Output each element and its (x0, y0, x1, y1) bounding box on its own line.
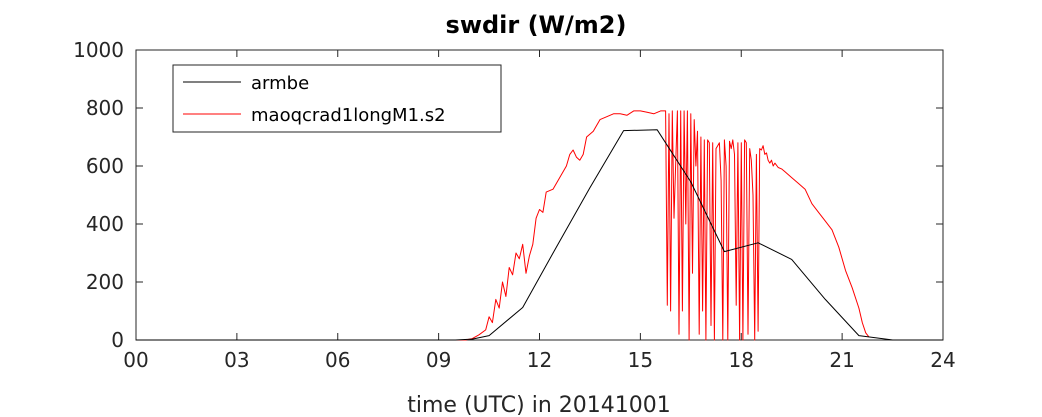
x-tick-label: 21 (829, 348, 854, 372)
x-tick-label: 06 (325, 348, 350, 372)
series-line-maoqcrad1longm1-s2 (136, 110, 870, 341)
y-axis: 0 200 400 600 800 1000 (73, 38, 943, 352)
x-axis-label: time (UTC) in 20141001 (407, 393, 671, 417)
chart-title: swdir (W/m2) (446, 11, 627, 39)
series-layer (136, 110, 943, 341)
x-tick-label: 09 (426, 348, 451, 372)
legend-label-maoqcrad: maoqcrad1longM1.s2 (251, 105, 446, 126)
legend: armbe maoqcrad1longM1.s2 (172, 64, 502, 133)
y-tick-label: 800 (86, 96, 124, 120)
x-tick-label: 00 (123, 348, 148, 372)
x-tick-label: 18 (729, 348, 754, 372)
x-axis: 00 03 06 09 12 15 18 21 24 (123, 50, 956, 372)
series-line-armbe (136, 129, 943, 341)
legend-label-armbe: armbe (251, 73, 309, 94)
y-tick-label: 600 (86, 154, 124, 178)
y-tick-label: 200 (86, 270, 124, 294)
y-tick-label: 400 (86, 212, 124, 236)
x-tick-label: 15 (628, 348, 653, 372)
x-tick-label: 12 (527, 348, 552, 372)
x-tick-label: 24 (930, 348, 955, 372)
legend-box (172, 64, 502, 133)
y-tick-label: 0 (111, 328, 124, 352)
y-tick-label: 1000 (73, 38, 124, 62)
x-tick-label: 03 (224, 348, 249, 372)
